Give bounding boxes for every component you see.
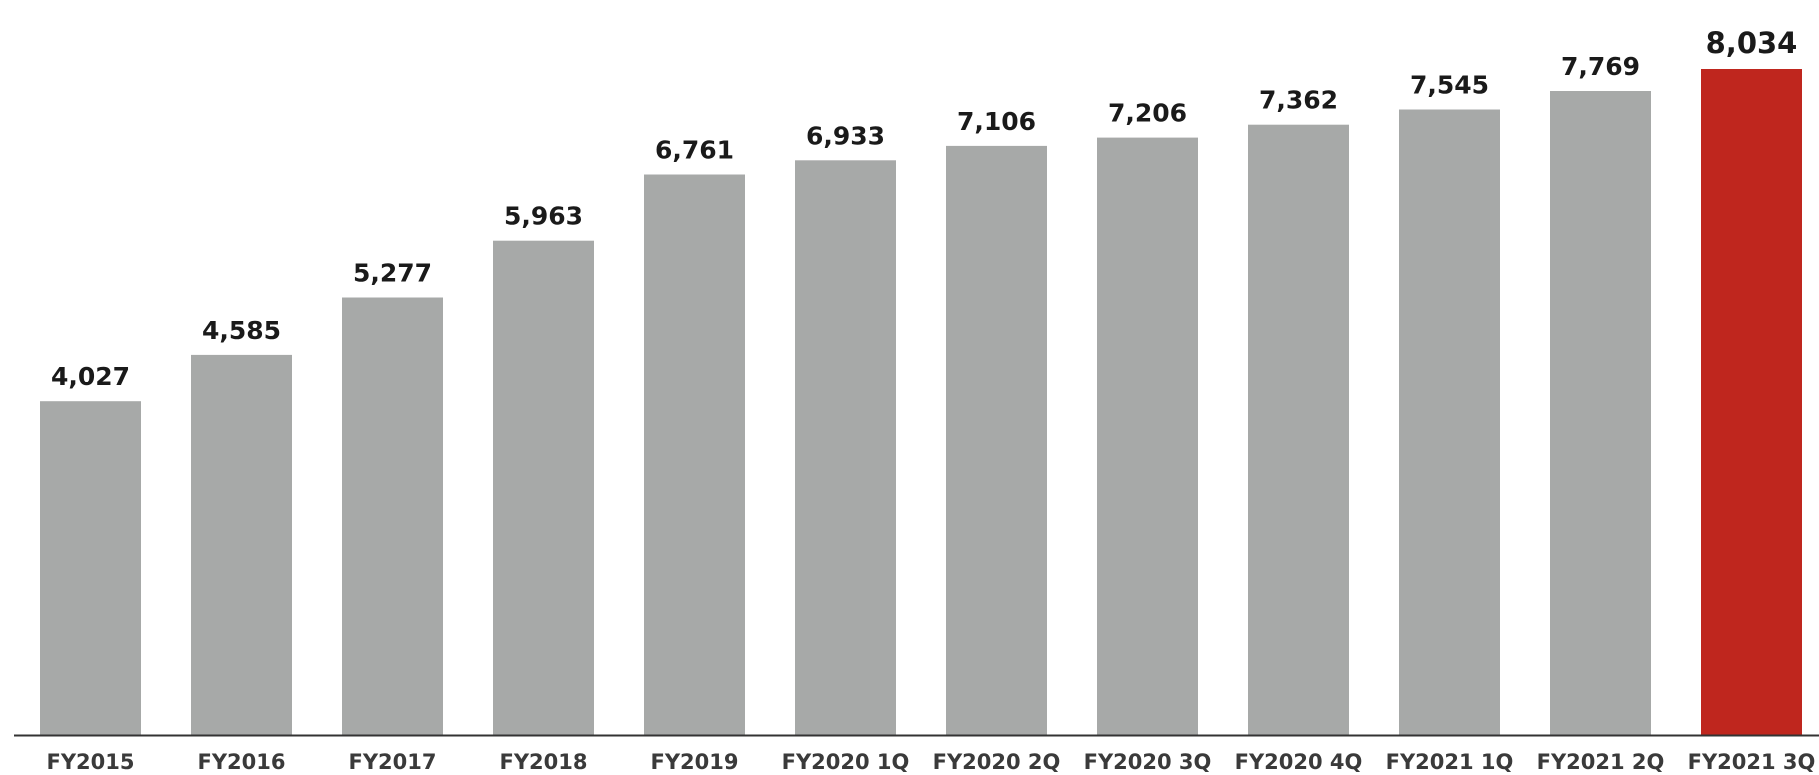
- value-label: 6,761: [655, 136, 734, 165]
- value-label: 4,027: [51, 362, 130, 391]
- value-label: 6,933: [806, 121, 885, 150]
- bar-fy2021-1q: [1399, 109, 1500, 735]
- x-tick-label: FY2020 2Q: [933, 750, 1061, 774]
- x-tick-label: FY2021 3Q: [1688, 750, 1816, 774]
- x-tick-label: FY2019: [651, 750, 739, 774]
- value-label: 5,277: [353, 259, 432, 288]
- value-label: 7,206: [1108, 99, 1187, 128]
- x-tick-label: FY2020 3Q: [1084, 750, 1212, 774]
- x-tick-label: FY2020 4Q: [1235, 750, 1363, 774]
- x-tick-label: FY2021 2Q: [1537, 750, 1665, 774]
- x-tick-label: FY2016: [198, 750, 286, 774]
- value-label: 7,106: [957, 107, 1036, 136]
- x-tick-label: FY2018: [500, 750, 588, 774]
- x-tick-label: FY2015: [47, 750, 135, 774]
- bar-fy2017: [342, 297, 443, 735]
- value-label: 5,963: [504, 202, 583, 231]
- bar-fy2016: [191, 354, 292, 735]
- tick-labels-group: FY2015 FY2016 FY2017 FY2018 FY2019 FY2020 1Q F…: [47, 750, 1816, 774]
- bar-fy2021-3q: [1701, 69, 1802, 735]
- x-tick-label: FY2021 1Q: [1386, 750, 1514, 774]
- bars-group: [40, 69, 1802, 736]
- x-tick-label: FY2020 1Q: [782, 750, 910, 774]
- value-label: 8,034: [1706, 26, 1798, 60]
- value-label: 7,362: [1259, 86, 1338, 115]
- value-labels-group: 4,027 4,585 5,277 5,963 6,761 6,933 7,106 7,206…: [51, 26, 1797, 391]
- value-label: 7,769: [1561, 52, 1640, 81]
- bar-fy2020-1q: [795, 160, 896, 736]
- bar-fy2018: [493, 240, 594, 735]
- bar-fy2019: [644, 174, 745, 735]
- bar-fy2020-4q: [1248, 124, 1349, 735]
- bar-fy2015: [40, 401, 141, 735]
- bar-fy2020-2q: [946, 145, 1047, 735]
- bar-fy2021-2q: [1550, 91, 1651, 735]
- bar-fy2020-3q: [1097, 137, 1198, 736]
- value-label: 4,585: [202, 316, 281, 345]
- x-tick-label: FY2017: [349, 750, 437, 774]
- value-label: 7,545: [1410, 71, 1489, 100]
